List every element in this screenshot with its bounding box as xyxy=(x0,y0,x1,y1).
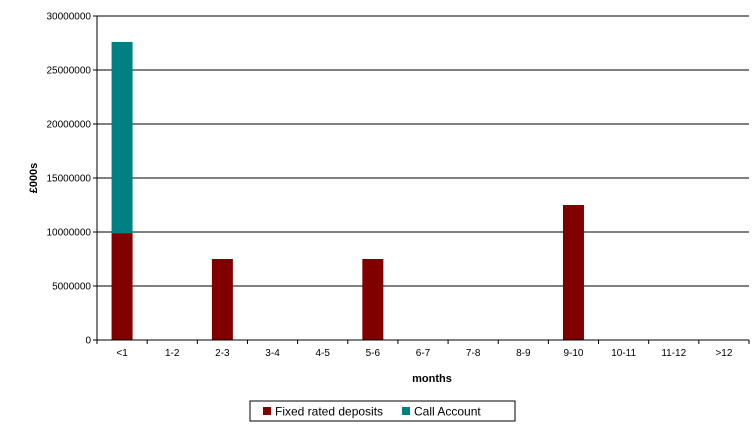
x-axis-title: months xyxy=(412,373,452,385)
x-tick-label: >12 xyxy=(715,348,732,359)
y-tick-label: 15000000 xyxy=(47,174,92,185)
bar xyxy=(211,259,233,340)
gridlines xyxy=(97,15,749,287)
x-tick-label: 2-3 xyxy=(215,348,230,359)
bar xyxy=(362,259,384,340)
y-tick-label: 30000000 xyxy=(47,12,92,23)
legend-swatch xyxy=(263,407,271,415)
y-axis-title: £000s xyxy=(28,163,40,194)
y-tick-label: 5000000 xyxy=(52,282,91,293)
x-tick-label: 11-12 xyxy=(661,348,686,359)
x-tick-label: 1-2 xyxy=(165,348,180,359)
bars xyxy=(111,41,584,340)
x-tick-label: 9-10 xyxy=(563,348,583,359)
x-tick-label: 6-7 xyxy=(416,348,431,359)
bar xyxy=(562,205,584,340)
legend-label: Call Account xyxy=(414,405,481,419)
legend-label: Fixed rated deposits xyxy=(275,405,383,419)
y-tick-label: 10000000 xyxy=(47,228,92,239)
x-tick-label: 8-9 xyxy=(516,348,531,359)
legend-box xyxy=(249,400,516,422)
x-tick-label: 10-11 xyxy=(611,348,636,359)
y-tick-label: 0 xyxy=(85,336,91,347)
legend-swatch xyxy=(402,407,410,415)
axes xyxy=(93,15,750,344)
bar xyxy=(111,41,133,234)
x-tick-label: <1 xyxy=(116,348,128,359)
x-tick-label: 3-4 xyxy=(265,348,280,359)
x-tick-label: 7-8 xyxy=(466,348,481,359)
x-tick-labels: <1 1-2 2-3 3-4 4-5 5-6 6-7 7-8 8-9 9-10 10-11 11-12… xyxy=(116,348,732,359)
bar xyxy=(111,233,133,340)
y-tick-label: 25000000 xyxy=(47,66,92,77)
y-tick-labels: 0 5000000 10000000 15000000 20000000 25000000… xyxy=(47,12,92,347)
x-tick-label: 4-5 xyxy=(315,348,330,359)
legend: Fixed rated deposits Call Account xyxy=(249,400,516,422)
y-tick-label: 20000000 xyxy=(47,120,92,131)
x-tick-label: 5-6 xyxy=(366,348,381,359)
